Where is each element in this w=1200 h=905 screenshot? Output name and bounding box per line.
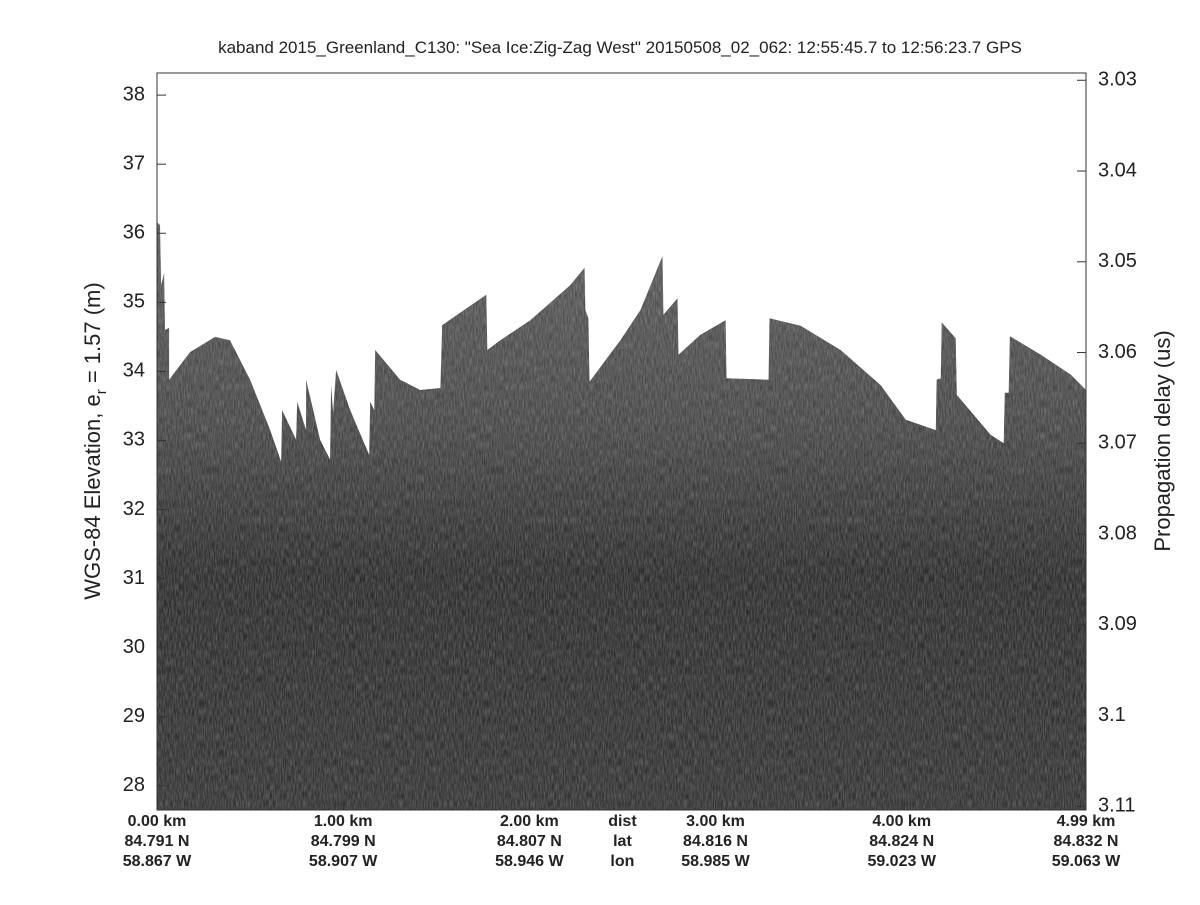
x-tick-lon: 58.946 W <box>495 853 564 870</box>
x-tick-lon: 58.985 W <box>681 853 750 870</box>
y2-tick-label: 3.1 <box>1098 704 1126 726</box>
x-tick-label: 0.00 km <box>128 813 187 830</box>
x-tick-lon: 59.063 W <box>1052 853 1121 870</box>
y-tick-label: 29 <box>123 705 145 727</box>
x-tick-lon: 58.907 W <box>309 853 378 870</box>
y2-tick-label: 3.11 <box>1098 795 1135 817</box>
y2-tick-label: 3.06 <box>1098 341 1137 363</box>
y2-tick-label: 3.04 <box>1098 159 1137 181</box>
y2-tick-label: 3.07 <box>1098 432 1137 454</box>
y-tick-label: 36 <box>123 222 145 244</box>
y2-axis-label: Propagation delay (us) <box>1150 330 1175 551</box>
x-row-name: lon <box>610 853 634 870</box>
y-tick-label: 32 <box>123 498 145 520</box>
axes-frame <box>156 72 1087 811</box>
x-tick-label: 3.00 km <box>686 813 745 830</box>
x-tick-lat: 84.791 N <box>125 833 190 850</box>
y-tick-label: 30 <box>123 636 145 658</box>
y-label-text: WGS-84 Elevation, e <box>80 394 105 599</box>
y-tick-label: 38 <box>123 83 145 105</box>
echo-texture <box>157 222 1086 810</box>
y-tick-label: 33 <box>123 429 145 451</box>
x-tick-lat: 84.799 N <box>311 833 376 850</box>
x-tick-lat: 84.816 N <box>683 833 748 850</box>
x-row-name: lat <box>613 833 632 850</box>
x-tick-lat: 84.807 N <box>497 833 562 850</box>
x-tick-lat: 84.832 N <box>1054 833 1119 850</box>
y-tick-label: 28 <box>123 774 145 796</box>
x-tick-lon: 59.023 W <box>867 853 936 870</box>
x-tick-label: 4.00 km <box>872 813 931 830</box>
y-tick-label: 31 <box>123 567 145 589</box>
y-tick-label: 37 <box>123 152 145 174</box>
chart-title: kaband 2015_Greenland_C130: "Sea Ice:Zig… <box>218 38 1022 57</box>
x-tick-label: 1.00 km <box>314 813 373 830</box>
plot-area <box>157 222 1086 810</box>
y2-tick-label: 3.03 <box>1098 69 1137 91</box>
x-row-name: dist <box>608 813 637 830</box>
y2-tick-label: 3.09 <box>1098 613 1137 635</box>
x-tick-lon: 58.867 W <box>123 853 192 870</box>
y-label-subscript: r <box>93 389 110 394</box>
x-tick-label: 2.00 km <box>500 813 559 830</box>
y2-tick-label: 3.08 <box>1098 522 1137 544</box>
x-tick-label: 4.99 km <box>1057 813 1116 830</box>
y-tick-label: 35 <box>123 291 145 313</box>
x-tick-lat: 84.824 N <box>869 833 934 850</box>
y2-tick-label: 3.05 <box>1098 250 1137 272</box>
y-label-suffix: = 1.57 (m) <box>80 282 105 389</box>
y-tick-label: 34 <box>123 360 145 382</box>
y-axis-label: WGS-84 Elevation, er = 1.57 (m) <box>80 282 110 599</box>
